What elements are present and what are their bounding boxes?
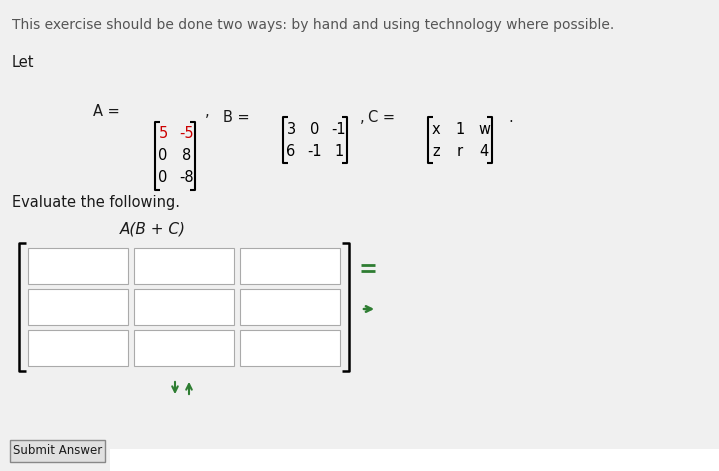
Text: This exercise should be done two ways: by hand and using technology where possib: This exercise should be done two ways: b… — [12, 18, 614, 32]
Text: .: . — [508, 111, 513, 125]
Text: C =: C = — [368, 111, 395, 125]
Text: B =: B = — [224, 111, 250, 125]
FancyBboxPatch shape — [240, 289, 340, 325]
FancyBboxPatch shape — [28, 289, 128, 325]
Text: ,: , — [360, 111, 365, 125]
Text: ,: , — [205, 105, 210, 120]
Text: -1: -1 — [331, 122, 347, 137]
Text: 8: 8 — [183, 148, 192, 163]
FancyBboxPatch shape — [134, 248, 234, 284]
FancyBboxPatch shape — [28, 248, 128, 284]
Text: -1: -1 — [308, 144, 322, 159]
Text: Let: Let — [12, 55, 35, 70]
Text: -5: -5 — [180, 127, 194, 141]
Text: Submit Answer: Submit Answer — [13, 445, 102, 457]
Text: w: w — [478, 122, 490, 137]
FancyBboxPatch shape — [110, 449, 719, 471]
Text: A =: A = — [93, 105, 120, 120]
Text: r: r — [457, 144, 463, 159]
FancyBboxPatch shape — [28, 330, 128, 366]
Text: 6: 6 — [286, 144, 296, 159]
Text: A(B + C): A(B + C) — [120, 222, 186, 237]
FancyBboxPatch shape — [240, 248, 340, 284]
Text: 3: 3 — [286, 122, 296, 137]
Text: x: x — [431, 122, 440, 137]
FancyBboxPatch shape — [134, 289, 234, 325]
Text: 0: 0 — [158, 171, 168, 186]
Text: z: z — [432, 144, 440, 159]
Text: 0: 0 — [311, 122, 320, 137]
Text: 0: 0 — [158, 148, 168, 163]
Text: 1: 1 — [455, 122, 464, 137]
Text: 1: 1 — [334, 144, 344, 159]
FancyBboxPatch shape — [134, 330, 234, 366]
FancyBboxPatch shape — [10, 440, 105, 462]
FancyBboxPatch shape — [240, 330, 340, 366]
Text: Evaluate the following.: Evaluate the following. — [12, 195, 180, 210]
Text: 4: 4 — [480, 144, 489, 159]
Text: 5: 5 — [158, 127, 168, 141]
Text: -8: -8 — [180, 171, 194, 186]
